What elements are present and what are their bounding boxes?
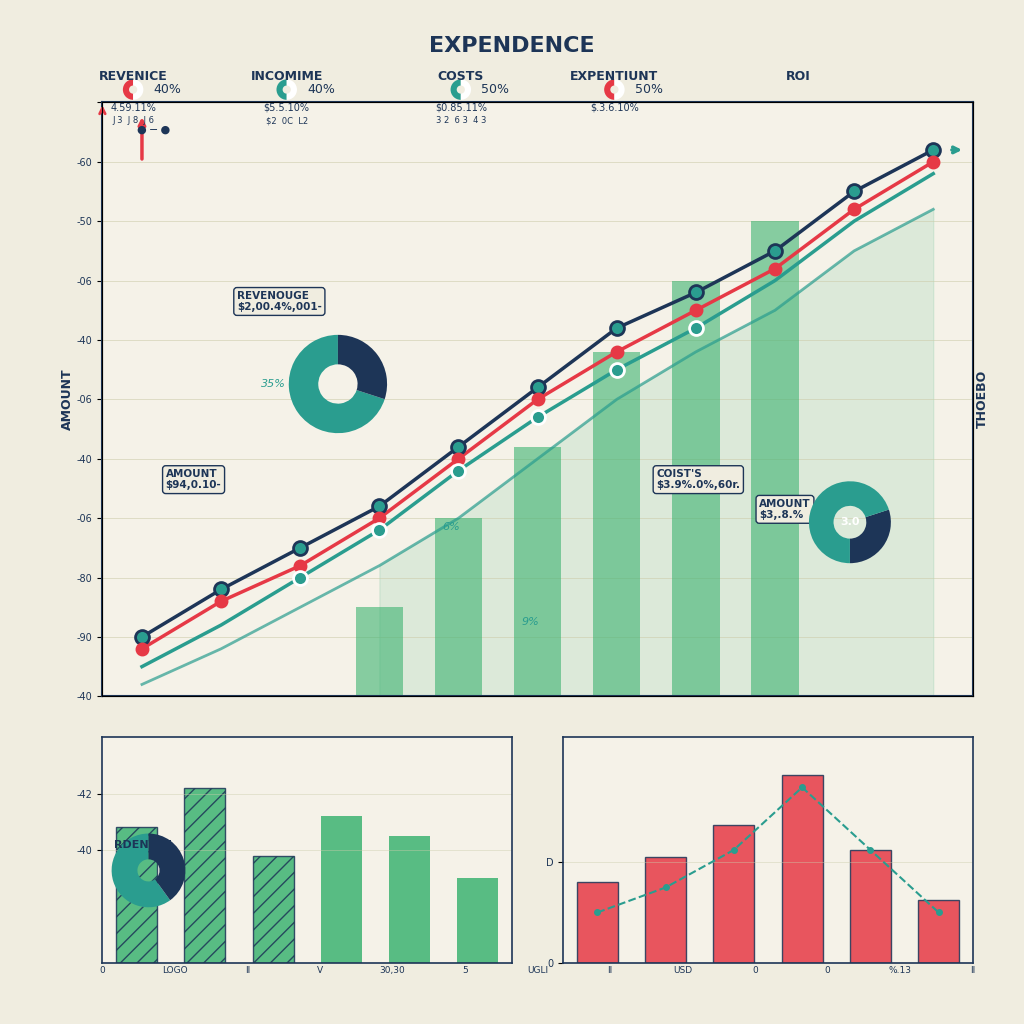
Bar	[850, 850, 891, 963]
Bar	[672, 281, 720, 696]
Wedge shape	[276, 79, 287, 99]
Text: %.13: %.13	[889, 967, 911, 975]
Text: 50%: 50%	[481, 83, 509, 96]
Wedge shape	[614, 79, 625, 99]
Bar	[435, 518, 482, 696]
Bar	[389, 836, 430, 963]
Text: ROI: ROI	[786, 71, 811, 83]
Wedge shape	[809, 481, 889, 563]
Bar	[714, 825, 755, 963]
Bar	[458, 878, 499, 963]
Text: 0: 0	[825, 967, 830, 975]
Wedge shape	[604, 79, 614, 99]
Text: II: II	[245, 967, 250, 975]
Text: $.3.6.10%: $.3.6.10%	[590, 102, 639, 113]
Wedge shape	[338, 335, 387, 399]
Text: RDENTTE: RDENTTE	[115, 840, 172, 850]
Text: 0: 0	[99, 967, 105, 975]
Text: 30,30: 30,30	[380, 967, 406, 975]
Text: 3.0: 3.0	[840, 517, 860, 527]
Text: $2  0C  L2: $2 0C L2	[265, 117, 308, 125]
Wedge shape	[461, 79, 471, 99]
Text: 35%: 35%	[261, 380, 286, 389]
Bar	[577, 883, 617, 963]
Text: 3 2  6 3  4 3: 3 2 6 3 4 3	[435, 117, 486, 125]
Text: II: II	[607, 967, 612, 975]
Text: 40%: 40%	[307, 83, 335, 96]
Wedge shape	[112, 834, 170, 907]
Bar	[593, 352, 640, 696]
Text: II: II	[970, 967, 976, 975]
Y-axis label: THOEBO: THOEBO	[976, 371, 988, 428]
Bar	[645, 857, 686, 963]
Text: V: V	[317, 967, 323, 975]
Text: LOGO: LOGO	[162, 967, 187, 975]
Bar	[752, 221, 799, 696]
Text: UGLI: UGLI	[527, 967, 548, 975]
Text: EXPENTIUNT: EXPENTIUNT	[570, 71, 658, 83]
Text: REVENOUGE
$2,00.4%,001-: REVENOUGE $2,00.4%,001-	[237, 291, 322, 312]
Text: COSTS: COSTS	[437, 71, 484, 83]
Wedge shape	[148, 834, 185, 900]
Text: 0: 0	[753, 967, 758, 975]
Text: 6%: 6%	[442, 522, 461, 532]
Text: REVENICE: REVENICE	[98, 71, 168, 83]
Text: AMOUNT
$3,.8.%: AMOUNT $3,.8.%	[759, 499, 811, 520]
Text: ● ─ ●: ● ─ ●	[137, 125, 170, 135]
Bar	[781, 775, 822, 963]
Bar	[116, 827, 157, 963]
Text: $0.85.11%: $0.85.11%	[435, 102, 486, 113]
Text: J 3  J 8  J 6: J 3 J 8 J 6	[112, 117, 155, 125]
Text: 40%: 40%	[154, 83, 181, 96]
Y-axis label: AMOUNT: AMOUNT	[61, 369, 74, 430]
Text: AMOUNT
$94,0.10-: AMOUNT $94,0.10-	[166, 469, 221, 490]
Text: 9%: 9%	[522, 617, 540, 627]
Text: 50%: 50%	[635, 83, 663, 96]
Bar	[253, 855, 294, 963]
Wedge shape	[123, 79, 133, 99]
Bar	[321, 816, 361, 963]
Wedge shape	[850, 510, 891, 563]
Wedge shape	[451, 79, 461, 99]
Text: USD: USD	[673, 967, 692, 975]
Text: 4.59.11%: 4.59.11%	[111, 102, 156, 113]
Text: EXPENDENCE: EXPENDENCE	[429, 36, 595, 56]
Wedge shape	[287, 79, 297, 99]
Bar	[919, 900, 959, 963]
Text: INCOMIME: INCOMIME	[251, 71, 323, 83]
Text: $5.5.10%: $5.5.10%	[264, 102, 309, 113]
Text: 5: 5	[462, 967, 468, 975]
Bar	[355, 607, 403, 696]
Text: COIST'S
$3.9%.0%,60r.: COIST'S $3.9%.0%,60r.	[656, 469, 740, 490]
Wedge shape	[289, 335, 385, 433]
Bar	[184, 788, 225, 963]
Wedge shape	[133, 79, 143, 99]
Bar	[514, 446, 561, 696]
